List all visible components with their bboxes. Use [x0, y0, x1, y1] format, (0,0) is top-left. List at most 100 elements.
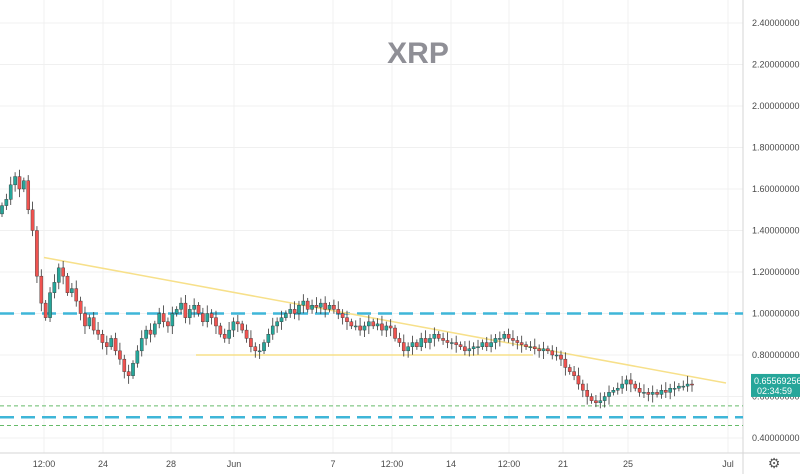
candle-body: [105, 342, 109, 347]
candle-body: [646, 392, 651, 395]
candle-body: [567, 367, 572, 372]
time-tick-label: Jun: [227, 459, 242, 469]
candle-body: [541, 348, 546, 352]
chart-title: XRP: [387, 37, 449, 70]
price-tick-label: 1.20000000: [752, 267, 800, 277]
candle-body: [672, 388, 677, 390]
candle-body: [615, 388, 620, 391]
candle-body: [624, 379, 629, 385]
candle-body: [0, 205, 4, 215]
candle-body: [445, 340, 450, 343]
candle-body: [489, 342, 493, 347]
candle-body: [598, 400, 603, 403]
candle-body: [279, 317, 284, 322]
time-tick-label: 21: [558, 459, 568, 469]
candle-body: [305, 300, 310, 310]
candle-body: [511, 338, 515, 341]
candle-body: [345, 317, 349, 322]
time-tick-label: 28: [166, 459, 176, 469]
candle-body: [349, 321, 354, 327]
candle-body: [196, 305, 201, 314]
candle-body: [187, 309, 192, 318]
candle-body: [532, 346, 537, 349]
candle-body: [96, 329, 100, 335]
candle-body: [620, 383, 624, 389]
candle-body: [275, 321, 279, 327]
candle-body: [353, 325, 358, 328]
candle-body: [458, 344, 463, 347]
price-tick-label: 2.20000000: [752, 60, 800, 70]
candle-body: [83, 313, 87, 327]
time-tick-label: 12:00: [498, 459, 521, 469]
candle-body: [126, 371, 131, 376]
candle-body: [65, 275, 70, 293]
candle-body: [406, 346, 410, 352]
price-tick-label: 0.80000000: [752, 350, 800, 360]
candle-body: [231, 321, 236, 331]
candle-body: [153, 323, 157, 335]
candle-body: [358, 325, 362, 331]
candle-body: [419, 338, 424, 347]
candle-body: [340, 313, 345, 318]
trendlines[interactable]: [43, 256, 727, 384]
candle-body: [244, 329, 249, 339]
price-tick-label: 1.40000000: [752, 226, 800, 236]
candle-body: [432, 334, 437, 339]
candle-body: [546, 348, 550, 352]
candle-body: [410, 342, 415, 347]
candle-body: [284, 313, 288, 318]
candle-body: [454, 342, 458, 345]
candle-body: [450, 342, 454, 344]
time-tick-label: 12:00: [381, 459, 404, 469]
candle-body: [554, 354, 559, 357]
candle-body: [663, 390, 668, 393]
candle-body: [629, 379, 633, 385]
candle-body: [48, 292, 52, 318]
candle-body: [70, 288, 74, 293]
candle-body: [39, 275, 44, 304]
time-tick-label: 12:00: [33, 459, 56, 469]
candle-body: [515, 340, 520, 343]
price-axis[interactable]: 2.40000000 2.20000000 2.00000000 1.80000000…: [752, 18, 800, 443]
price-tick-label: 2.00000000: [752, 101, 800, 111]
candle-body: [677, 385, 681, 389]
candle-body: [166, 321, 170, 327]
candle-body: [35, 230, 39, 277]
candle-body: [471, 346, 476, 349]
time-axis[interactable]: 12:00 24 28 Jun 7 12:00 14 12:00 21 25 Jul: [33, 459, 734, 469]
candle-body: [476, 346, 480, 348]
candle-body: [563, 358, 568, 368]
candle-body: [668, 388, 672, 393]
candle-body: [78, 300, 83, 314]
candle-body: [637, 388, 642, 393]
candle-body: [690, 383, 694, 386]
candle-body: [655, 392, 659, 395]
candle-body: [17, 176, 22, 190]
candle-body: [502, 334, 507, 339]
candlestick-series: [0, 169, 694, 409]
price-tick-label: 0.40000000: [752, 433, 800, 443]
candle-body: [118, 350, 122, 360]
candle-body: [288, 309, 293, 314]
current-price-label: 0.65569256 02:34:59: [751, 373, 800, 397]
candle-body: [292, 309, 297, 314]
time-tick-label: Jul: [722, 459, 734, 469]
candle-body: [441, 338, 445, 341]
descending-trendline[interactable]: [43, 256, 727, 384]
candle-body: [22, 180, 26, 190]
horizontal-levels[interactable]: [0, 312, 743, 427]
candle-body: [393, 327, 397, 339]
settings-gear-icon[interactable]: ⚙: [767, 456, 781, 472]
candle-body: [607, 392, 611, 397]
candle-body: [253, 346, 258, 352]
candle-body: [236, 321, 240, 325]
candle-body: [227, 329, 231, 339]
candle-body: [589, 396, 594, 401]
time-tick-label: 7: [330, 459, 335, 469]
candle-body: [179, 302, 183, 310]
candle-body: [397, 338, 402, 343]
current-price-value: 0.65569256: [754, 376, 800, 386]
candle-body: [13, 176, 17, 186]
price-tick-label: 1.80000000: [752, 143, 800, 153]
